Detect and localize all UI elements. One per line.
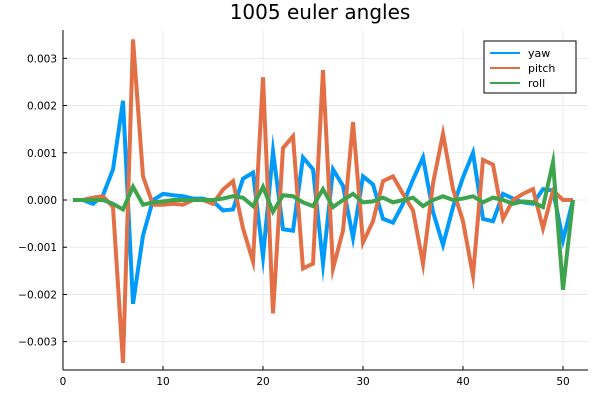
series-line-pitch xyxy=(73,39,573,364)
y-tick-label: 0.000 xyxy=(27,195,57,207)
axes: 0 10 20 30 40 50 −0.003 −0.002 −0.001 0.000 0.001 0… xyxy=(18,30,588,388)
series-line-yaw xyxy=(73,100,575,305)
x-tick-label: 10 xyxy=(156,376,169,388)
x-tick-label: 30 xyxy=(356,376,369,388)
legend: yaw pitch roll xyxy=(483,40,577,94)
legend-label-yaw: yaw xyxy=(528,47,550,60)
y-tick-label: 0.001 xyxy=(27,148,57,160)
chart-title: 1005 euler angles xyxy=(230,0,411,24)
x-tick-label: 40 xyxy=(456,376,469,388)
y-tick-label: 0.002 xyxy=(27,101,57,113)
legend-label-roll: roll xyxy=(528,77,545,90)
y-tick-label: −0.002 xyxy=(18,289,57,301)
x-tick-label: 0 xyxy=(60,376,67,388)
x-tick-label: 50 xyxy=(556,376,569,388)
series-lines xyxy=(73,39,575,364)
y-tick-label: 0.003 xyxy=(27,53,57,65)
x-tick-label: 20 xyxy=(256,376,269,388)
legend-label-pitch: pitch xyxy=(528,62,555,75)
series-line-roll xyxy=(73,148,575,290)
y-tick-label: −0.001 xyxy=(18,242,57,254)
y-tick-label: −0.003 xyxy=(18,337,57,349)
